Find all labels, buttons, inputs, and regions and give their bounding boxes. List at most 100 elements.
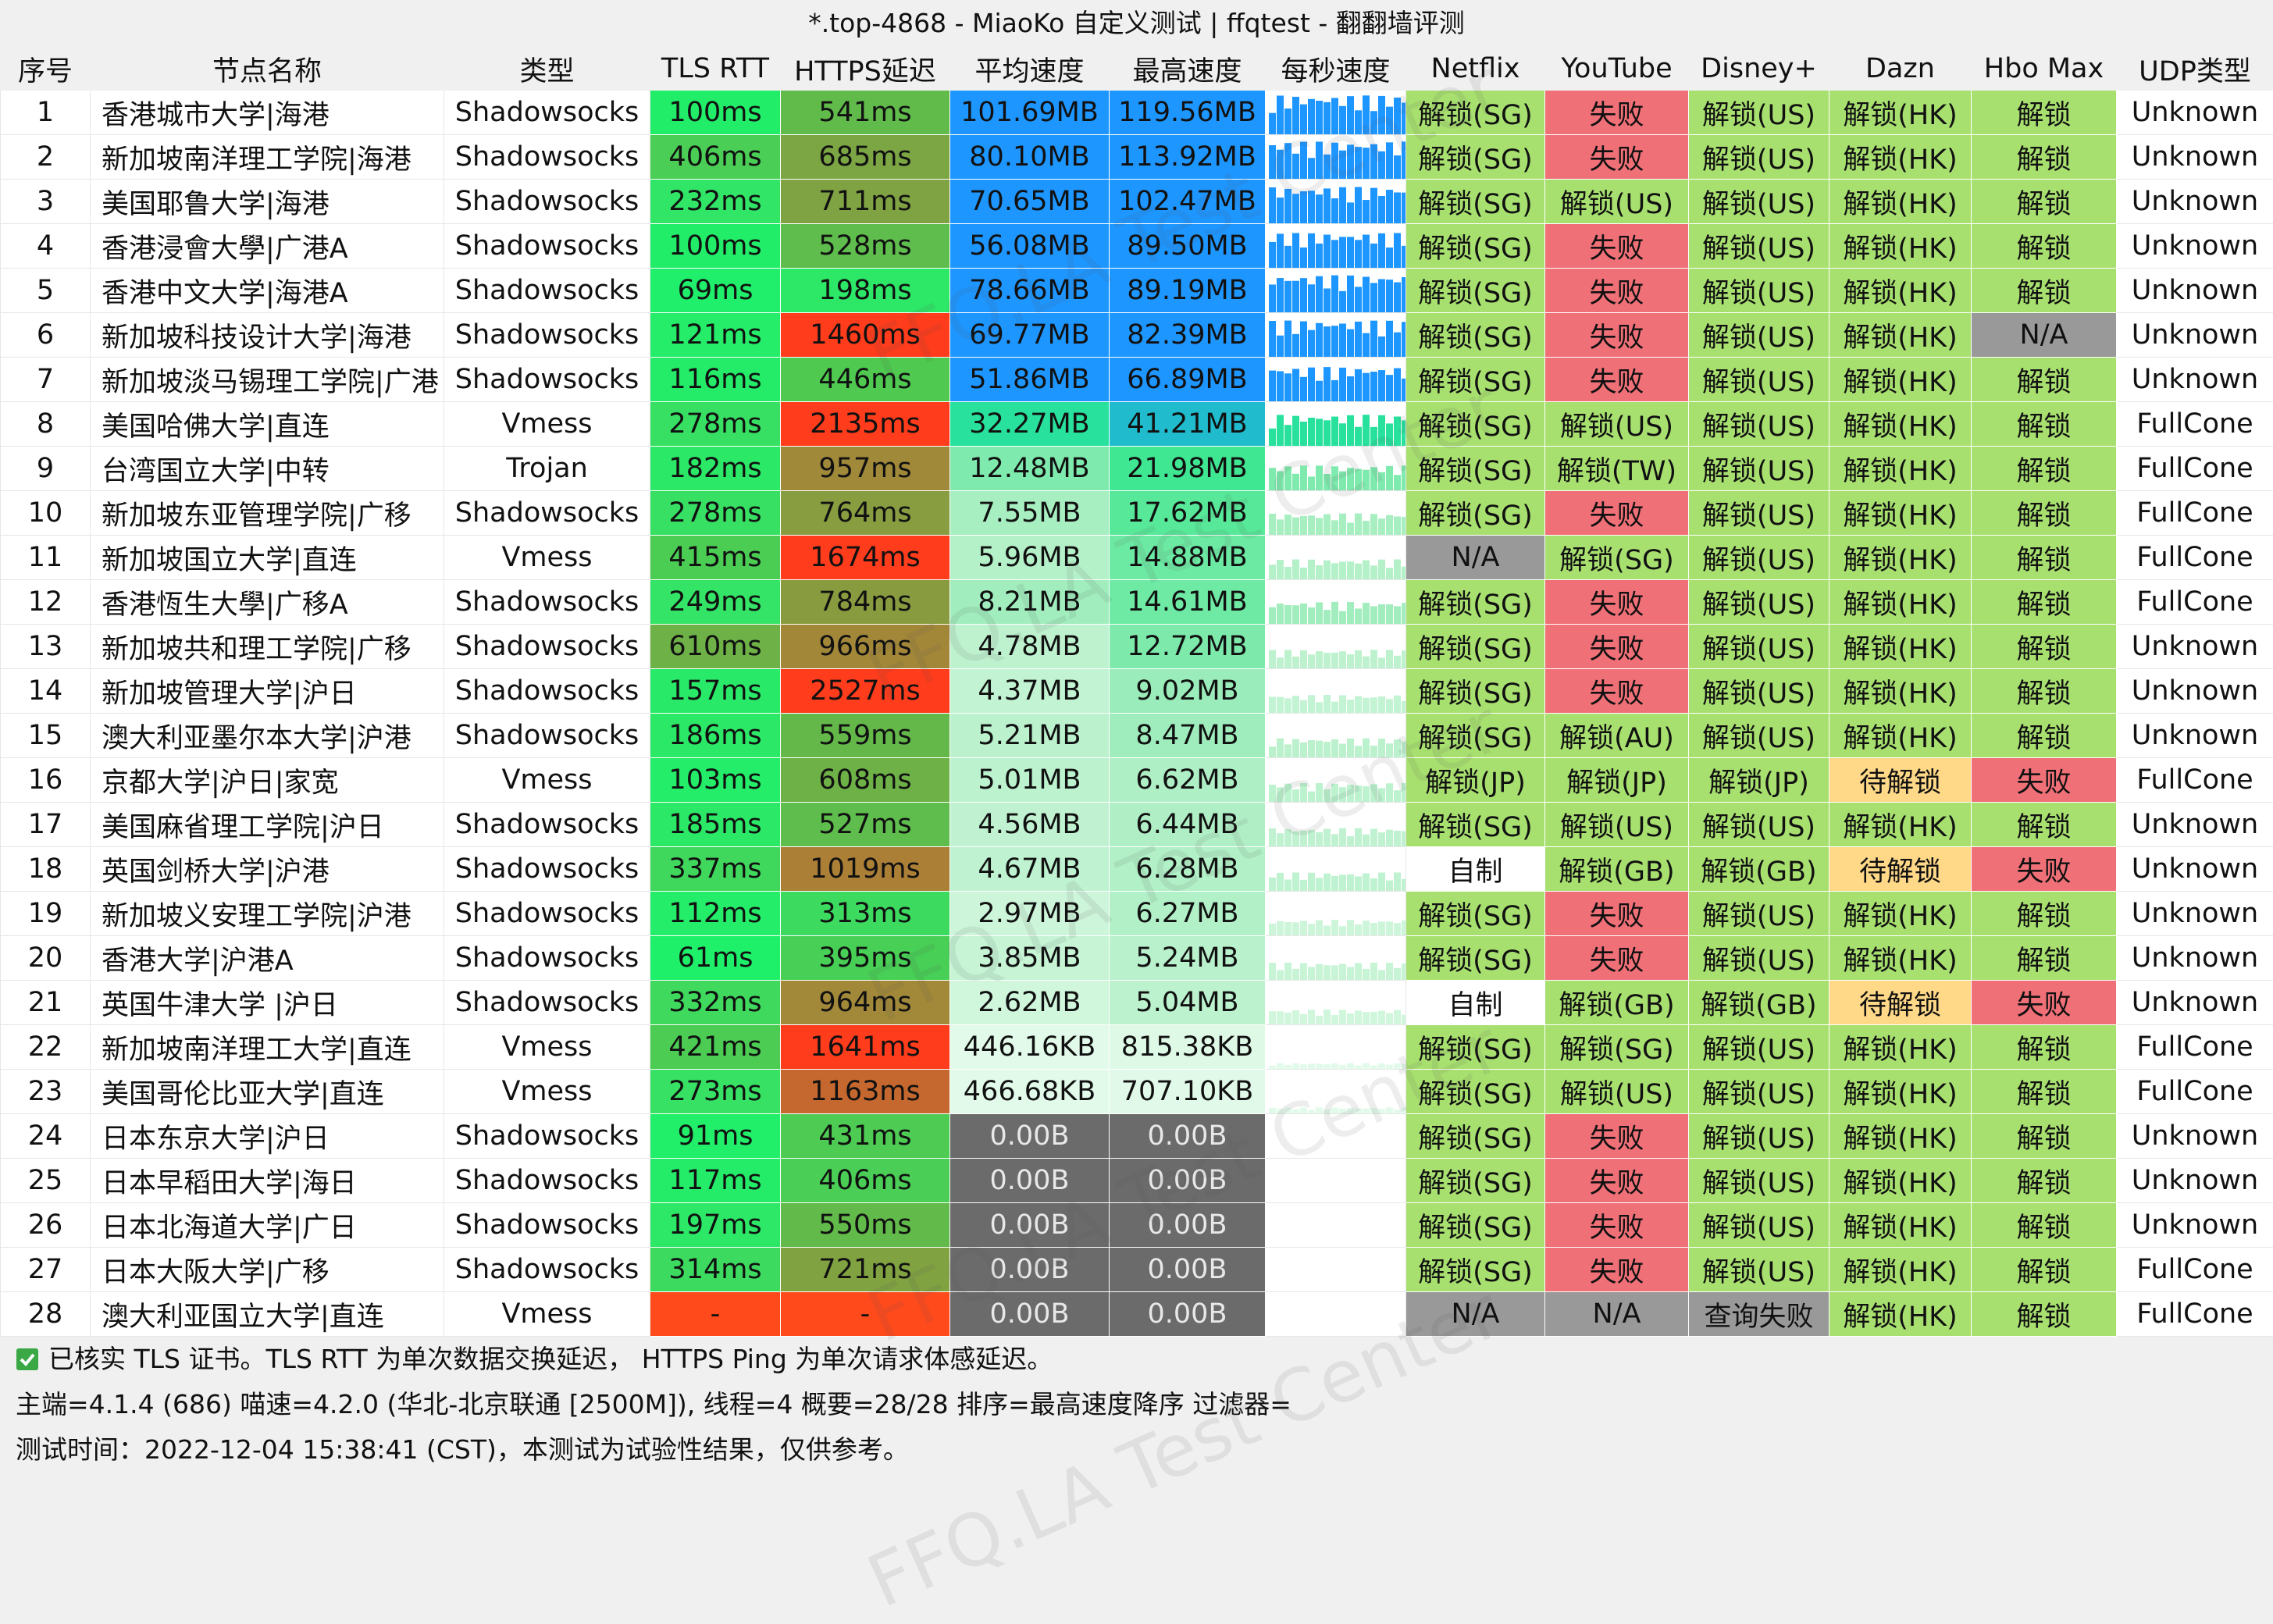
speed-graph-cell <box>1266 269 1406 313</box>
cell: 337ms <box>650 847 781 892</box>
speed-graph-bar <box>1347 276 1354 312</box>
speed-graph-bar <box>1370 746 1377 757</box>
cell: FullCone <box>2117 1025 2273 1070</box>
cell: 解锁(GB) <box>1545 847 1689 892</box>
cell: FullCone <box>2117 580 2273 625</box>
cell: 91ms <box>650 1114 781 1159</box>
speed-graph-bar <box>1308 740 1315 757</box>
cell: 解锁(SG) <box>1406 1114 1545 1159</box>
cell: Shadowsocks <box>444 269 650 313</box>
speed-graph-bar <box>1316 101 1323 134</box>
node-name: 美国麻省理工学院|沪日 <box>91 803 444 847</box>
speed-graph-bar <box>1386 830 1393 846</box>
cell: 406ms <box>650 135 781 180</box>
speed-graph-bar <box>1292 559 1299 579</box>
speed-graph-bar <box>1339 1010 1346 1024</box>
cell: 4.56MB <box>950 803 1110 847</box>
speed-graph-bar <box>1316 832 1323 846</box>
speed-graph-cell <box>1266 847 1406 892</box>
speed-graph-bar <box>1277 787 1284 802</box>
speed-graph-bar <box>1269 321 1276 357</box>
speed-graph-bar <box>1394 417 1401 446</box>
speed-graph-bar <box>1378 1011 1385 1024</box>
cell: 解锁(SG) <box>1406 447 1545 491</box>
cell: 失败 <box>1545 135 1689 180</box>
column-header: 类型 <box>444 48 650 91</box>
speed-graph-bar <box>1316 1107 1323 1113</box>
cell: 608ms <box>781 758 950 803</box>
cell: 70.65MB <box>950 180 1110 224</box>
cell: 9.02MB <box>1110 669 1266 714</box>
speed-graph-bar <box>1300 1064 1307 1069</box>
speed-graph-bar <box>1277 336 1284 357</box>
speed-graph-bar <box>1300 248 1307 268</box>
cell: 解锁(US) <box>1689 224 1829 269</box>
speed-graph-bar <box>1378 337 1385 357</box>
cell: 21 <box>1 981 91 1025</box>
speed-graph-bar <box>1284 281 1291 312</box>
node-name: 香港浸會大學|广港A <box>91 224 444 269</box>
speed-graph-bar <box>1378 1063 1385 1069</box>
speed-graph-bar <box>1363 561 1370 579</box>
cell: 失败 <box>1545 491 1689 536</box>
speed-graph-cell <box>1266 714 1406 758</box>
speed-graph-bar <box>1394 1063 1401 1069</box>
cell: 解锁 <box>1972 580 2117 625</box>
cell: 解锁 <box>1972 447 2117 491</box>
cell: 解锁(SG) <box>1406 1248 1545 1292</box>
cell: 失败 <box>1545 358 1689 402</box>
cell: 101.69MB <box>950 91 1110 135</box>
speed-graph-bar <box>1394 923 1401 935</box>
speed-graph-bar <box>1386 1108 1393 1113</box>
speed-graph <box>1266 269 1406 312</box>
cell: 446ms <box>781 358 950 402</box>
speed-graph-bar <box>1269 746 1276 757</box>
speed-graph-cell <box>1266 491 1406 536</box>
cell: 解锁(SG) <box>1406 1159 1545 1203</box>
cell: 1674ms <box>781 536 950 580</box>
cell: Unknown <box>2117 981 2273 1025</box>
cell: 273ms <box>650 1070 781 1114</box>
cell: 解锁(SG) <box>1406 358 1545 402</box>
speed-graph-bar <box>1277 697 1284 713</box>
speed-graph-bar <box>1378 696 1385 713</box>
speed-graph-bar <box>1324 874 1331 891</box>
speed-graph-bar <box>1339 237 1346 268</box>
speed-graph-bar <box>1378 518 1385 535</box>
speed-graph-bar <box>1339 926 1346 935</box>
cell: 解锁(SG) <box>1406 936 1545 981</box>
speed-graph-bar <box>1394 233 1401 268</box>
speed-graph-bar <box>1324 188 1331 223</box>
cell: 112ms <box>650 892 781 936</box>
speed-graph-bar <box>1284 567 1291 579</box>
speed-graph-bar <box>1363 235 1370 268</box>
node-name: 澳大利亚国立大学|直连 <box>91 1292 444 1337</box>
cell: 解锁(SG) <box>1406 91 1545 135</box>
cell: Shadowsocks <box>444 625 650 669</box>
speed-graph-bar <box>1339 368 1346 401</box>
cell: 待解锁 <box>1829 758 1972 803</box>
speed-graph-cell <box>1266 758 1406 803</box>
cell: Unknown <box>2117 180 2273 224</box>
speed-graph-bar <box>1363 698 1370 713</box>
cell: Shadowsocks <box>444 91 650 135</box>
cell: 解锁(HK) <box>1829 1292 1972 1337</box>
node-name: 美国耶鲁大学|海港 <box>91 180 444 224</box>
cell: 查询失败 <box>1689 1292 1829 1337</box>
cell: 解锁 <box>1972 1203 2117 1248</box>
column-header: UDP类型 <box>2117 48 2273 91</box>
cell: 6.28MB <box>1110 847 1266 892</box>
cell: Shadowsocks <box>444 847 650 892</box>
speed-graph-cell <box>1266 981 1406 1025</box>
cell: 解锁 <box>1972 1292 2117 1337</box>
column-header: 平均速度 <box>950 48 1110 91</box>
cell: 解锁(HK) <box>1829 447 1972 491</box>
column-header: 序号 <box>1 48 91 91</box>
cell: 解锁 <box>1972 803 2117 847</box>
speed-graph-bar <box>1269 113 1276 134</box>
speed-graph-bar <box>1370 923 1377 935</box>
speed-graph <box>1266 758 1406 802</box>
speed-graph <box>1266 1070 1406 1113</box>
cell: 5.21MB <box>950 714 1110 758</box>
speed-graph-bar <box>1324 829 1331 846</box>
